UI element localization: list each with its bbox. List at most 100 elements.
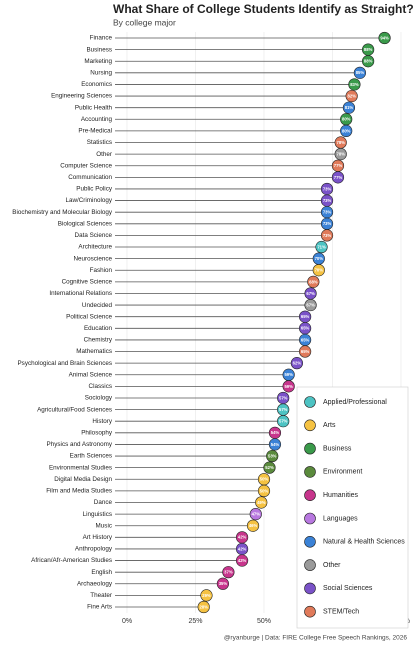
category-label: Music (96, 522, 112, 529)
value-label: 46% (249, 523, 258, 528)
category-label: Anthropology (75, 546, 113, 553)
value-label: 37% (224, 570, 233, 575)
category-label: African/Afr-American Studies (31, 557, 112, 564)
category-label: History (92, 418, 112, 425)
legend-swatch (304, 582, 316, 595)
value-label: 70% (315, 268, 324, 273)
category-label: Architecture (78, 244, 112, 251)
category-label: Communication (68, 174, 112, 181)
value-label: 83% (350, 82, 359, 87)
category-label: Political Science (66, 313, 112, 320)
value-label: 42% (238, 535, 247, 540)
value-label: 80% (342, 128, 351, 133)
dot (307, 275, 320, 288)
dot (216, 577, 229, 590)
value-label: 49% (257, 500, 266, 505)
legend-swatch (304, 419, 316, 432)
value-label: 94% (380, 35, 389, 40)
value-label: 28% (200, 604, 209, 609)
value-label: 88% (364, 47, 373, 52)
legend-label: Social Sciences (323, 585, 373, 592)
category-label: Neuroscience (73, 255, 112, 262)
category-label: Undecided (82, 302, 113, 309)
category-label: Art History (83, 534, 113, 541)
category-label: Philosophy (81, 429, 113, 436)
value-label: 50% (260, 488, 269, 493)
category-label: Digital Media Design (54, 476, 112, 483)
value-label: 73% (323, 221, 332, 226)
category-label: Linguistics (83, 511, 112, 518)
dot (200, 589, 213, 602)
value-label: 88% (364, 59, 373, 64)
legend-swatch (304, 466, 316, 478)
category-label: Biological Sciences (58, 220, 112, 227)
category-label: Computer Science (60, 162, 112, 169)
category-label: Fine Arts (87, 604, 112, 611)
category-label: Public Policy (76, 186, 113, 193)
dot (362, 55, 375, 68)
legend-swatch (304, 396, 316, 408)
value-label: 53% (268, 453, 277, 458)
value-label: 71% (317, 244, 326, 249)
legend-swatch (304, 605, 316, 618)
category-label: International Relations (49, 290, 112, 297)
dot (315, 240, 328, 254)
category-label: Fashion (90, 267, 113, 274)
category-label: Pre-Medical (78, 128, 112, 135)
category-label: Environmental Studies (49, 464, 112, 471)
category-label: Data Science (75, 232, 113, 239)
category-label: Other (96, 151, 112, 158)
value-label: 57% (279, 395, 288, 400)
legend-label: Applied/Professional (323, 399, 387, 406)
dot (304, 298, 317, 312)
dot (249, 508, 262, 521)
category-label: Biochemistry and Molecular Biology (12, 209, 113, 216)
category-label: Cognitive Science (62, 279, 113, 286)
value-label: 77% (334, 175, 343, 180)
category-label: Mathematics (76, 348, 112, 355)
category-label: Education (84, 325, 113, 332)
category-label: Classics (89, 383, 112, 390)
dot (266, 449, 279, 463)
value-label: 54% (271, 442, 280, 447)
category-label: Dance (94, 499, 113, 506)
value-label: 65% (301, 326, 310, 331)
dot (222, 566, 235, 579)
dot (246, 519, 260, 532)
category-label: Agricultural/Food Sciences (37, 406, 112, 413)
value-label: 73% (323, 210, 332, 215)
value-label: 65% (301, 314, 310, 319)
value-label: 65% (301, 337, 310, 342)
x-tick-label: 25% (188, 618, 202, 625)
dot (255, 496, 268, 509)
dot (263, 461, 276, 474)
category-label: Theater (90, 592, 112, 599)
dot (299, 345, 312, 358)
value-label: 67% (306, 291, 315, 296)
dot (342, 101, 356, 114)
value-label: 73% (323, 233, 332, 238)
dot (277, 415, 290, 428)
dot (312, 264, 325, 277)
value-label: 65% (301, 349, 310, 354)
dot (331, 171, 345, 184)
legend-label: Arts (323, 422, 336, 429)
category-label: Economics (81, 81, 112, 88)
category-label: Physics and Astronomy (47, 441, 113, 448)
x-tick-label: 0% (122, 618, 132, 625)
value-label: 81% (345, 105, 354, 110)
category-label: Statistics (87, 139, 112, 146)
chart-title: What Share of College Students Identify … (113, 2, 414, 16)
value-label: 52% (265, 465, 274, 470)
value-label: 80% (342, 117, 351, 122)
category-label: Engineering Sciences (51, 93, 112, 100)
value-label: 67% (306, 302, 315, 307)
category-label: Marketing (84, 58, 112, 65)
x-tick-label: 50% (257, 618, 271, 625)
value-label: 57% (279, 419, 288, 424)
value-label: 78% (337, 140, 346, 145)
value-label: 85% (356, 70, 365, 75)
dot (345, 89, 358, 103)
value-label: 35% (219, 581, 228, 586)
value-label: 77% (334, 163, 343, 168)
